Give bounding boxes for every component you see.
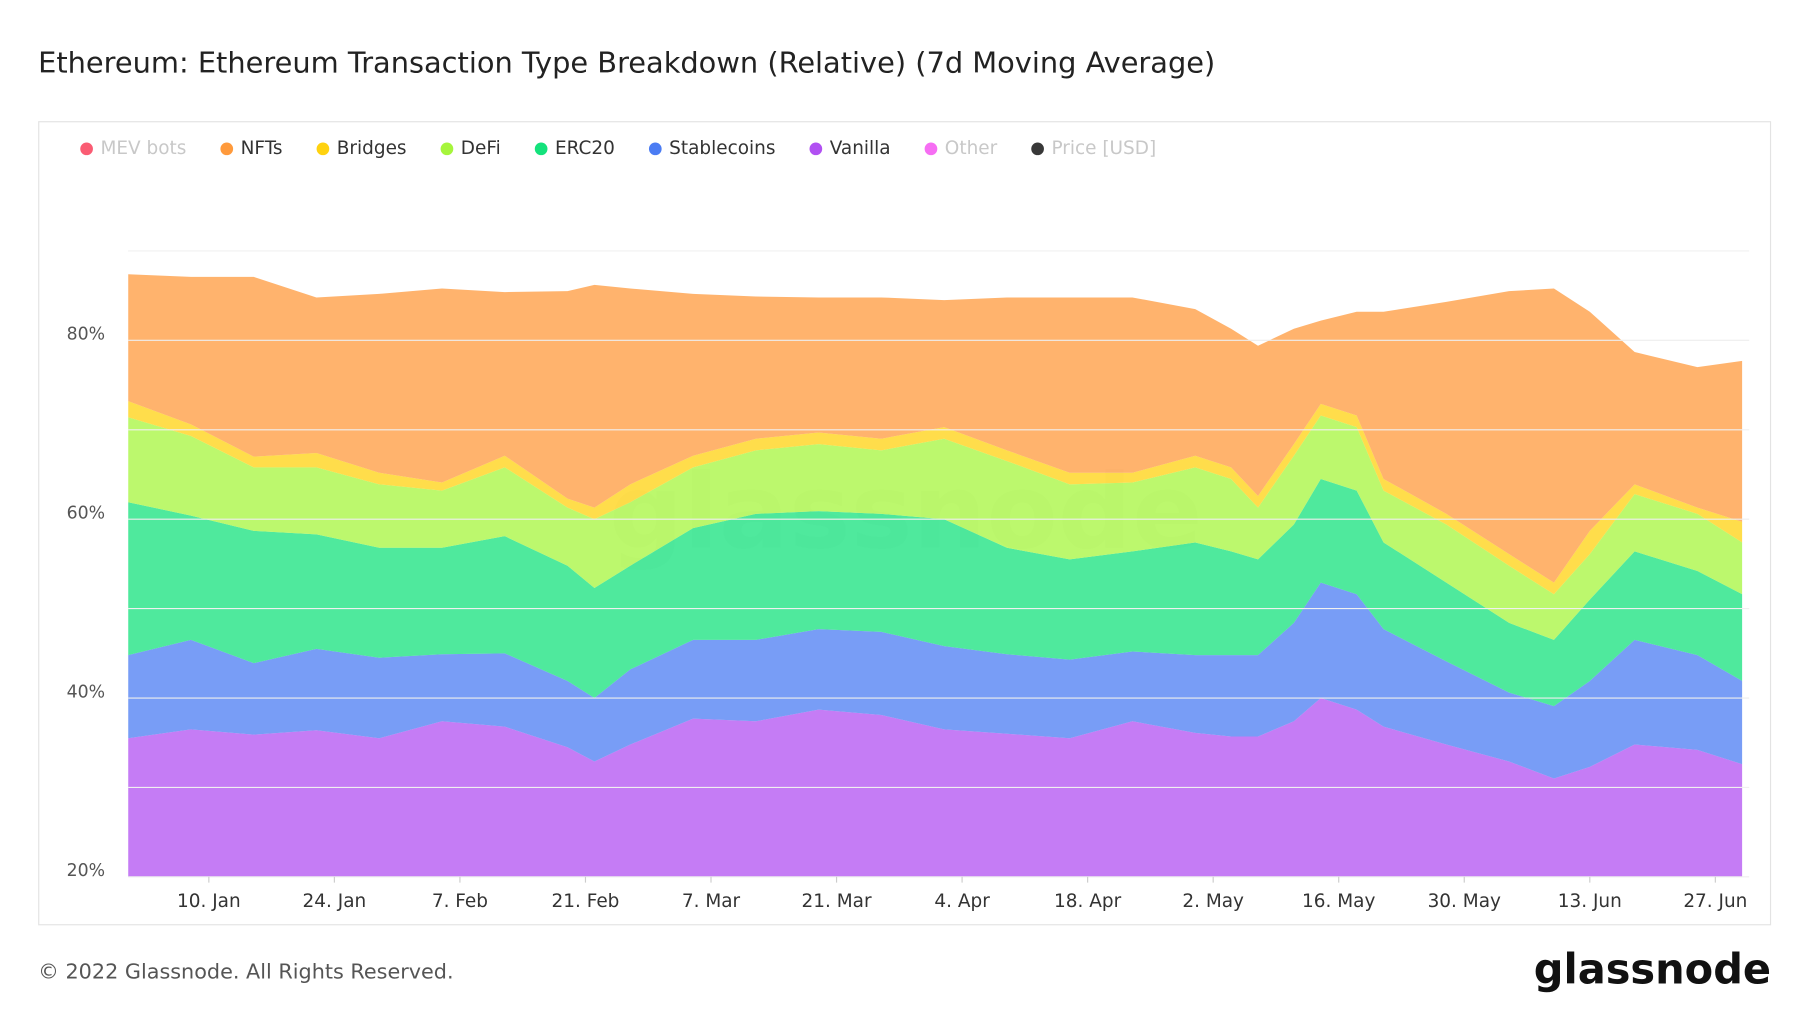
x-tick-label: 7. Feb	[432, 891, 488, 912]
footer: © 2022 Glassnode. All Rights Reserved.	[38, 960, 453, 984]
legend-label: Stablecoins	[669, 138, 775, 159]
area	[128, 478, 1743, 707]
logo: glassnode	[1534, 945, 1771, 994]
legend-marker	[534, 142, 548, 156]
x-tick-label: 13. Jun	[1558, 891, 1622, 912]
legend-label: DeFi	[461, 138, 501, 159]
legend-label: MEV bots	[100, 138, 186, 159]
x-tick-label: 27. Jun	[1683, 891, 1747, 912]
legend-label: Price [USD]	[1051, 138, 1156, 159]
y-tick-label: 40%	[67, 682, 105, 702]
legend-label: Vanilla	[830, 138, 891, 159]
chart-title: Ethereum: Ethereum Transaction Type Brea…	[38, 46, 1215, 80]
x-tick-label: 7. Mar	[682, 891, 741, 912]
legend-marker	[80, 142, 93, 156]
area	[128, 274, 1743, 583]
legend-marker	[809, 142, 823, 156]
legend-label: ERC20	[555, 138, 615, 159]
legend-marker	[440, 142, 454, 156]
x-tick-label: 24. Jan	[303, 891, 367, 912]
legend-marker	[648, 142, 662, 156]
x-tick-label: 21. Mar	[802, 891, 872, 912]
area	[128, 401, 1743, 595]
plot-area	[128, 274, 1743, 877]
x-tick-label: 18. Apr	[1054, 891, 1122, 912]
x-tick-label: 2. May	[1182, 891, 1244, 912]
legend-label: Other	[945, 138, 998, 159]
x-tick-label: 30. May	[1428, 891, 1501, 912]
area	[128, 582, 1743, 779]
chart-frame	[38, 121, 1772, 926]
legend-marker	[924, 142, 938, 156]
legend-label: Bridges	[337, 138, 407, 159]
legend-label: NFTs	[241, 138, 283, 159]
legend-marker	[220, 142, 234, 156]
y-tick-label: 20%	[67, 861, 105, 881]
y-tick-label: 60%	[67, 503, 105, 523]
x-tick-label: 21. Feb	[552, 891, 620, 912]
x-tick-label: 10. Jan	[177, 891, 241, 912]
legend-marker	[316, 142, 330, 156]
area	[128, 415, 1743, 640]
x-tick-label: 4. Apr	[934, 891, 990, 912]
x-tick-label: 16. May	[1302, 891, 1375, 912]
y-tick-label: 80%	[67, 325, 105, 345]
legend-marker	[1031, 142, 1044, 156]
